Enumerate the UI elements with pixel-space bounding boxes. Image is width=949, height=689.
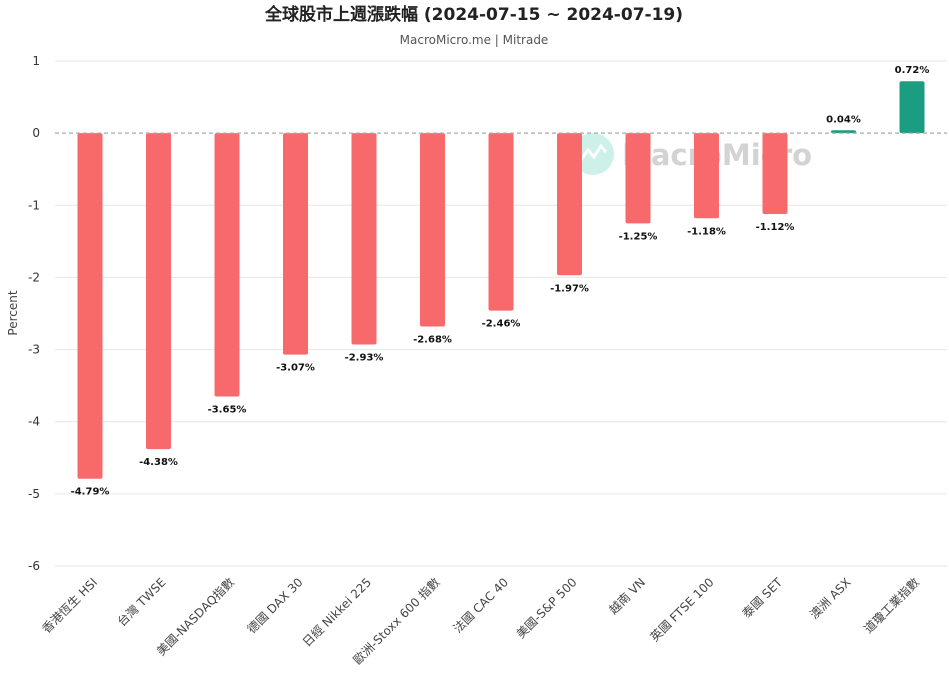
- bar[interactable]: [899, 81, 925, 134]
- data-label: -4.79%: [71, 487, 110, 498]
- bar[interactable]: [214, 133, 240, 397]
- x-tick-label: 泰國 SET: [740, 575, 786, 621]
- data-label: -1.97%: [550, 283, 589, 294]
- bar[interactable]: [146, 133, 171, 450]
- bar[interactable]: [831, 130, 856, 134]
- y-axis-label: Percent: [6, 290, 20, 335]
- x-tick-label: 越南 VN: [606, 575, 648, 617]
- bar[interactable]: [762, 133, 788, 214]
- chart-title: 全球股市上週漲跌幅 (2024-07-15 ~ 2024-07-19): [264, 4, 683, 25]
- x-tick-label: 台灣 TWSE: [114, 575, 169, 630]
- x-tick-label: 道瓊工業指數: [861, 575, 923, 637]
- y-tick-label: -1: [28, 198, 40, 212]
- y-tick-label: -6: [28, 559, 40, 573]
- bar[interactable]: [488, 133, 514, 311]
- data-label: 0.04%: [826, 114, 861, 125]
- bar[interactable]: [77, 133, 103, 479]
- data-label: -2.68%: [413, 334, 452, 345]
- y-tick-label: -4: [28, 415, 40, 429]
- y-tick-label: 1: [32, 54, 40, 68]
- bar[interactable]: [283, 133, 308, 355]
- data-label: -1.18%: [687, 226, 726, 237]
- data-label: -1.25%: [619, 231, 658, 242]
- chart-subtitle: MacroMicro.me | Mitrade: [400, 33, 549, 47]
- bars: [77, 81, 925, 479]
- y-tick-label: -3: [28, 343, 40, 357]
- y-tick-label: -2: [28, 270, 40, 284]
- data-label: -4.38%: [139, 457, 178, 468]
- data-label: -2.46%: [482, 319, 521, 330]
- x-tick-label: 美國-S&P 500: [514, 575, 580, 641]
- bar[interactable]: [694, 133, 719, 219]
- bar[interactable]: [351, 133, 377, 345]
- x-tick-label: 澳洲 ASX: [807, 575, 854, 622]
- y-tick-label: 0: [32, 126, 40, 140]
- x-tick-label: 德國 DAX 30: [244, 575, 306, 637]
- data-label: -3.65%: [208, 404, 247, 415]
- x-tick-label: 法國 CAC 40: [451, 575, 512, 636]
- bar[interactable]: [625, 133, 651, 224]
- y-axis-ticks: 1 0 -1 -2 -3 -4 -5 -6: [28, 54, 40, 573]
- logo-chart-line-icon: [579, 143, 608, 161]
- x-tick-label: 香港恆生 HSI: [39, 575, 100, 636]
- data-labels: -4.79% -4.38% -3.65% -3.07% -2.93% -2.68% -2.4…: [71, 65, 930, 498]
- data-label: -3.07%: [276, 363, 315, 374]
- gridlines: [55, 60, 947, 567]
- data-label: -1.12%: [756, 222, 795, 233]
- x-tick-label: 日經 Nikkei 225: [300, 575, 374, 649]
- y-tick-label: -5: [28, 487, 40, 501]
- data-label: 0.72%: [895, 65, 930, 76]
- bar[interactable]: [420, 133, 445, 327]
- data-label: -2.93%: [345, 353, 384, 364]
- bar[interactable]: [557, 133, 582, 276]
- x-tick-label: 英國 FTSE 100: [647, 575, 716, 644]
